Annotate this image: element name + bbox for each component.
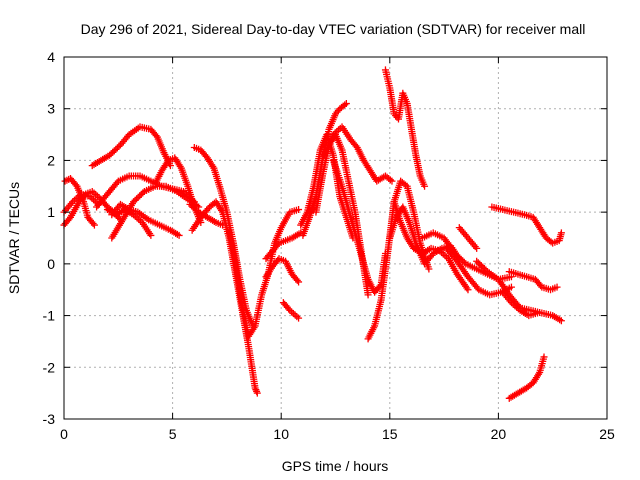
series-track-8 [108, 200, 183, 239]
series-track-32 [488, 203, 565, 247]
x-tick-label: 25 [599, 426, 615, 442]
y-tick-label: -3 [43, 411, 56, 427]
data-point [252, 386, 260, 394]
series-track-20 [321, 123, 396, 185]
data-point [291, 311, 299, 319]
data-point [113, 179, 121, 187]
data-point [533, 309, 541, 317]
data-points-layer [60, 66, 565, 402]
data-point [175, 231, 183, 239]
data-point [557, 317, 565, 325]
data-point [115, 142, 123, 150]
data-point [253, 389, 261, 397]
y-tick-label: -2 [43, 359, 56, 375]
y-tick-label: -1 [43, 308, 56, 324]
grid-layer [64, 57, 607, 419]
series-track-23 [381, 66, 429, 190]
series-track-27 [442, 244, 515, 299]
plot-frame [63, 56, 608, 420]
y-axis-label: SDTVAR / TECUs [6, 182, 22, 294]
chart-title: Day 296 of 2021, Sidereal Day-to-day VTE… [81, 21, 586, 37]
data-point [295, 314, 303, 322]
x-tick-label: 10 [273, 426, 289, 442]
data-point [295, 278, 303, 286]
y-tick-label: 1 [47, 204, 55, 220]
data-point [295, 206, 303, 214]
data-point [364, 291, 372, 299]
x-tick-label: 0 [60, 426, 68, 442]
data-point [425, 265, 433, 273]
tick-labels-layer: 0 5 10 15 20 25 -3 -2 -1 0 1 2 3 4 [43, 49, 615, 442]
x-axis-label: GPS time / hours [282, 458, 389, 474]
series-track-30 [499, 288, 541, 320]
ticks-layer [63, 56, 608, 420]
series-track-33 [505, 353, 548, 402]
data-point [540, 353, 548, 361]
series-track-31 [505, 268, 561, 294]
x-tick-label: 5 [169, 426, 177, 442]
data-point [285, 305, 293, 313]
data-point [460, 258, 468, 266]
series-track-15 [262, 255, 303, 286]
data-point [421, 182, 429, 190]
x-tick-label: 20 [491, 426, 507, 442]
data-point [147, 231, 155, 239]
data-point [386, 176, 394, 184]
y-tick-label: 2 [47, 152, 55, 168]
data-point [90, 221, 98, 229]
data-point [473, 284, 481, 292]
data-point [553, 283, 561, 291]
x-tick-label: 15 [382, 426, 398, 442]
series-track-10 [190, 144, 257, 330]
y-tick-label: 3 [47, 101, 55, 117]
data-point [253, 387, 261, 395]
data-point [473, 244, 481, 252]
y-tick-label: 4 [47, 49, 55, 65]
data-point [342, 100, 350, 108]
data-point [293, 313, 301, 321]
data-point [557, 229, 565, 237]
data-point [464, 286, 472, 294]
series-track-16 [279, 299, 303, 322]
data-point [293, 276, 301, 284]
series-track-4 [88, 123, 174, 170]
data-point [139, 189, 147, 197]
data-point [341, 101, 349, 109]
data-point [388, 177, 396, 185]
y-tick-label: 0 [47, 256, 55, 272]
data-point [89, 220, 97, 228]
series-track-28 [455, 224, 481, 252]
data-point [507, 283, 515, 291]
